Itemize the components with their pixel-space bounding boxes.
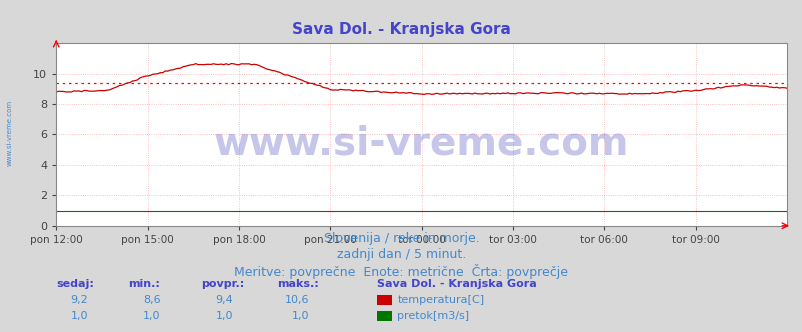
Text: 1,0: 1,0	[143, 311, 160, 321]
Text: temperatura[C]: temperatura[C]	[397, 295, 484, 305]
Bar	[377, 311, 391, 321]
Text: www.si-vreme.com: www.si-vreme.com	[213, 124, 629, 163]
Text: 1,0: 1,0	[215, 311, 233, 321]
Text: sedaj:: sedaj:	[56, 279, 94, 289]
Bar	[377, 295, 391, 305]
Text: maks.:: maks.:	[277, 279, 318, 289]
Text: 9,4: 9,4	[215, 295, 233, 305]
Text: 9,2: 9,2	[71, 295, 88, 305]
Text: Meritve: povprečne  Enote: metrične  Črta: povprečje: Meritve: povprečne Enote: metrične Črta:…	[234, 264, 568, 279]
Text: povpr.:: povpr.:	[200, 279, 244, 289]
Text: Sava Dol. - Kranjska Gora: Sava Dol. - Kranjska Gora	[377, 279, 537, 289]
Text: 8,6: 8,6	[143, 295, 160, 305]
Text: Sava Dol. - Kranjska Gora: Sava Dol. - Kranjska Gora	[292, 22, 510, 37]
Text: www.si-vreme.com: www.si-vreme.com	[6, 100, 12, 166]
Text: 1,0: 1,0	[71, 311, 88, 321]
Text: 10,6: 10,6	[284, 295, 309, 305]
Text: min.:: min.:	[128, 279, 160, 289]
Text: pretok[m3/s]: pretok[m3/s]	[397, 311, 469, 321]
Text: Slovenija / reke in morje.: Slovenija / reke in morje.	[323, 232, 479, 245]
Text: zadnji dan / 5 minut.: zadnji dan / 5 minut.	[337, 248, 465, 261]
Text: 1,0: 1,0	[291, 311, 309, 321]
